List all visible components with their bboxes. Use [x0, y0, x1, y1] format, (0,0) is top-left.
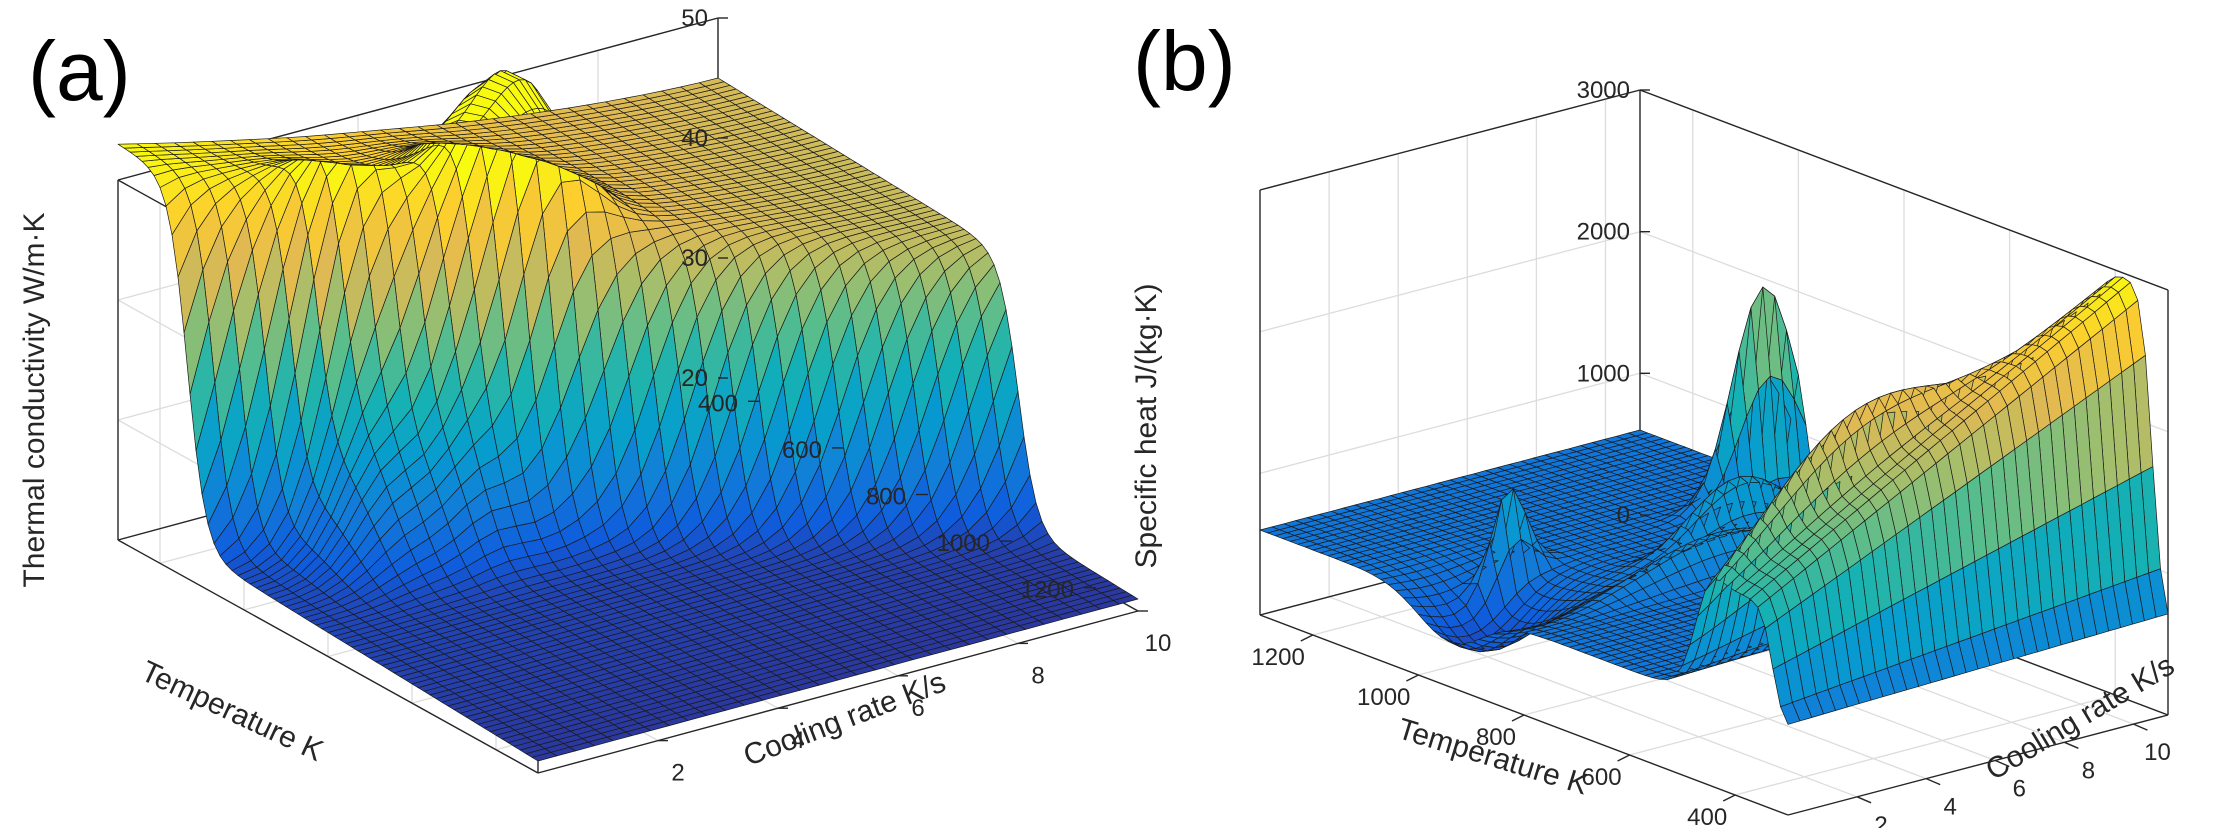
grid-line	[1259, 231, 1641, 333]
x-tick-label: 1200	[1021, 577, 1074, 604]
y-tick-label: 2	[671, 760, 684, 787]
y-tick-mark	[2133, 723, 2148, 731]
x-tick-label: 1200	[1251, 644, 1304, 671]
y-tick-label: 6	[2013, 776, 2026, 803]
x-tick-label: 1000	[1357, 684, 1410, 711]
panel-b-letter: (b)	[1133, 14, 1236, 108]
z-tick-label: 3000	[1577, 77, 1630, 104]
y-tick-mark	[1856, 796, 1872, 804]
panel-b-zlabel: Specific heat J/(kg·K)	[1130, 283, 1163, 568]
x-tick-label: 600	[782, 437, 822, 464]
box-edge	[1259, 89, 1641, 191]
x-tick-label: 400	[1687, 804, 1727, 828]
x-tick-mark	[1300, 634, 1314, 642]
panel-a-surface	[117, 70, 1139, 762]
y-tick-label: 8	[2082, 757, 2095, 784]
z-tick-label: 2000	[1577, 219, 1630, 246]
x-tick-label: 1000	[937, 530, 990, 557]
z-tick-label: 40	[681, 125, 708, 152]
y-tick-label: 10	[1145, 630, 1172, 657]
y-tick-label: 10	[2144, 739, 2171, 766]
box-edge	[117, 539, 539, 774]
x-tick-label: 800	[866, 484, 906, 511]
box-edge	[537, 610, 1139, 774]
x-tick-mark	[1722, 794, 1736, 802]
panel-a-xlabel: Temperature K	[136, 655, 328, 768]
x-tick-label: 400	[698, 390, 738, 417]
panel-b-ylabel: Cooling rate K/s	[1980, 649, 2180, 787]
y-tick-label: 2	[1874, 812, 1887, 828]
z-tick-label: 0	[1617, 502, 1630, 529]
x-tick-mark	[1511, 714, 1525, 722]
z-tick-label: 30	[681, 245, 708, 272]
y-tick-mark	[1925, 777, 1941, 786]
panel-b-surface	[1259, 276, 2169, 725]
z-tick-label: 1000	[1577, 360, 1630, 387]
y-tick-label: 4	[1944, 794, 1957, 821]
z-tick-label: 20	[681, 365, 708, 392]
panel-a-zlabel: Thermal conductivity W/m·K	[18, 212, 51, 587]
x-tick-mark	[1617, 754, 1630, 762]
z-tick-label: 50	[681, 5, 708, 32]
box-edge	[1787, 714, 2169, 816]
x-tick-mark	[1406, 674, 1419, 682]
y-tick-label: 8	[1031, 662, 1044, 689]
panel-a-letter: (a)	[28, 24, 131, 118]
